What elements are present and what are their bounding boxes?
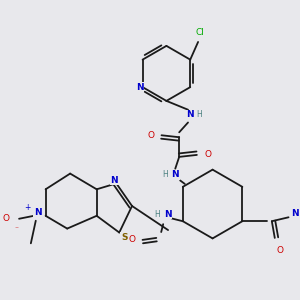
Text: ⁻: ⁻ xyxy=(14,224,18,233)
Text: N: N xyxy=(186,110,194,119)
Text: H: H xyxy=(163,170,168,179)
Text: N: N xyxy=(110,176,118,185)
Text: O: O xyxy=(204,150,211,159)
Text: N: N xyxy=(136,82,143,91)
Text: +: + xyxy=(24,203,30,212)
Text: N: N xyxy=(171,170,179,179)
Text: O: O xyxy=(128,236,135,244)
Text: S: S xyxy=(121,233,128,242)
Text: H: H xyxy=(196,110,202,119)
Text: N: N xyxy=(34,208,41,217)
Text: H: H xyxy=(154,210,160,219)
Text: O: O xyxy=(276,246,283,255)
Text: Cl: Cl xyxy=(196,28,205,37)
Text: O: O xyxy=(3,214,10,223)
Text: N: N xyxy=(164,210,172,219)
Text: N: N xyxy=(292,209,299,218)
Text: O: O xyxy=(147,131,154,140)
